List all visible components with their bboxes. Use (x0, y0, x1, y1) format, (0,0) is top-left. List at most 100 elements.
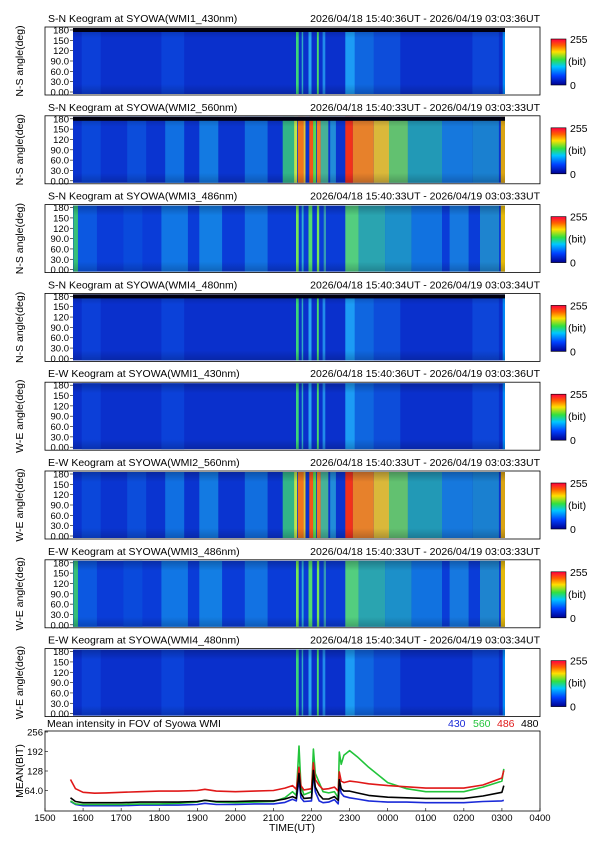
legend-entry: 480 (521, 718, 539, 730)
y-tick-label: 150 (53, 391, 69, 402)
keogram-title: E-W Keogram at SYOWA(WMI4_480nm) (48, 635, 240, 647)
keogram-y-axis-label: N-S angle(deg) (14, 114, 26, 185)
y-tick-label: 150 (53, 36, 69, 47)
keogram-title: E-W Keogram at SYOWA(WMI2_560nm) (48, 457, 240, 469)
keogram-y-axis-label: W-E angle(deg) (14, 468, 26, 541)
keogram-time-range: 2026/04/18 15:40:34UT - 2026/04/19 03:03… (310, 279, 540, 291)
colorbar (550, 38, 567, 86)
colorbar-min-label: 0 (570, 169, 576, 181)
colorbar (550, 393, 567, 441)
y-tick-label: 30.0 (51, 699, 70, 710)
colorbar-max-label: 255 (570, 34, 588, 46)
legend-entry: 560 (473, 718, 491, 730)
keogram-y-axis-label: W-E angle(deg) (14, 380, 26, 453)
keogram-y-axis-label: N-S angle(deg) (14, 292, 26, 363)
y-tick-label: 180 (53, 558, 69, 569)
keogram-time-range: 2026/04/18 15:40:36UT - 2026/04/19 03:03… (310, 368, 540, 380)
x-tick-label: 2000 (225, 813, 246, 824)
y-tick-label: 0.00 (51, 176, 70, 187)
x-tick-label: 2200 (301, 813, 322, 824)
mean-x-axis-label: TIME(UT) (269, 822, 315, 834)
keogram-shading (73, 472, 505, 538)
x-tick-label: 0300 (491, 813, 512, 824)
colorbar-min-label: 0 (570, 524, 576, 536)
y-tick-label: 30.0 (51, 77, 70, 88)
colorbar-max-label: 255 (570, 300, 588, 312)
y-tick-label: 64.0 (25, 786, 44, 797)
y-tick-label: 0.00 (51, 265, 70, 276)
y-tick-label: 120 (53, 401, 69, 412)
colorbar-unit-label: (bit) (568, 56, 586, 68)
colorbar-min-label: 0 (570, 613, 576, 625)
y-tick-label: 30.0 (51, 344, 70, 355)
series-line-486 (69, 761, 505, 795)
mean-series-lines (69, 745, 505, 807)
y-tick-label: 0.00 (51, 443, 70, 454)
y-tick-label: 150 (53, 480, 69, 491)
y-tick-label: 90.0 (51, 145, 70, 156)
y-tick-label: 30.0 (51, 432, 70, 443)
keogram-title: S-N Keogram at SYOWA(WMI3_486nm) (48, 191, 237, 203)
colorbar-unit-label: (bit) (568, 322, 586, 334)
y-tick-label: 0.00 (51, 532, 70, 543)
x-tick-label: 0000 (377, 813, 398, 824)
y-tick-label: 0.00 (51, 709, 70, 720)
y-tick-label: 120 (53, 490, 69, 501)
colorbar (550, 305, 567, 352)
y-tick-label: 120 (53, 224, 69, 235)
keogram-title: S-N Keogram at SYOWA(WMI4_480nm) (48, 279, 237, 291)
colorbar-min-label: 0 (570, 80, 576, 92)
colorbar-max-label: 255 (570, 478, 588, 490)
colorbar-unit-label: (bit) (568, 145, 586, 157)
keogram-shading (73, 294, 505, 361)
x-tick-label: 2100 (263, 813, 284, 824)
keogram-panel: S-N Keogram at SYOWA(WMI4_480nm) 2026/04/… (14, 279, 588, 365)
y-tick-label: 150 (53, 125, 69, 136)
colorbar-unit-label: (bit) (568, 234, 586, 246)
keogram-y-axis-label: N-S angle(deg) (14, 25, 26, 96)
colorbar (550, 482, 567, 530)
keogram-time-range: 2026/04/18 15:40:33UT - 2026/04/19 03:03… (310, 102, 540, 114)
series-line-430 (70, 772, 505, 807)
y-tick-label: 180 (53, 203, 69, 214)
legend: 430 560 486 480 (448, 718, 539, 730)
colorbar-unit-label: (bit) (568, 500, 586, 512)
series-line-560 (70, 745, 505, 806)
x-tick-label: 0200 (453, 813, 474, 824)
x-tick-label: 2300 (339, 813, 360, 824)
x-tick-label: 1700 (111, 813, 132, 824)
y-tick-label: 180 (53, 114, 69, 125)
y-tick-label: 150 (53, 569, 69, 580)
y-tick-label: 180 (53, 26, 69, 37)
keogram-mask-top (73, 116, 505, 121)
legend-entry: 486 (497, 718, 515, 730)
colorbar-max-label: 255 (570, 212, 588, 224)
keogram-y-axis-label: N-S angle(deg) (14, 203, 26, 274)
y-tick-label: 60.0 (51, 156, 70, 167)
y-tick-label: 0.00 (51, 620, 70, 631)
colorbar-max-label: 255 (570, 123, 588, 135)
y-tick-label: 60.0 (51, 333, 70, 344)
y-tick-label: 120 (53, 313, 69, 324)
y-tick-label: 150 (53, 213, 69, 224)
y-tick-label: 180 (53, 381, 69, 392)
keogram-panel: E-W Keogram at SYOWA(WMI2_560nm) 2026/04/… (14, 457, 588, 543)
keogram-shading (73, 116, 505, 183)
y-tick-label: 30.0 (51, 521, 70, 532)
y-tick-label: 30.0 (51, 610, 70, 621)
y-tick-label: 60.0 (51, 600, 70, 611)
x-tick-label: 0400 (529, 813, 550, 824)
mean-y-axis-label: MEAN(BIT) (14, 744, 26, 798)
keogram-panel: E-W Keogram at SYOWA(WMI3_486nm) 2026/04/… (14, 546, 588, 632)
y-tick-label: 30.0 (51, 166, 70, 177)
y-tick-label: 90.0 (51, 412, 70, 423)
y-tick-label: 192 (27, 747, 43, 758)
y-tick-label: 120 (53, 135, 69, 146)
keogram-panel: E-W Keogram at SYOWA(WMI4_480nm) 2026/04/… (14, 635, 588, 721)
keogram-y-axis-label: W-E angle(deg) (14, 557, 26, 630)
series-line-480 (70, 769, 505, 804)
